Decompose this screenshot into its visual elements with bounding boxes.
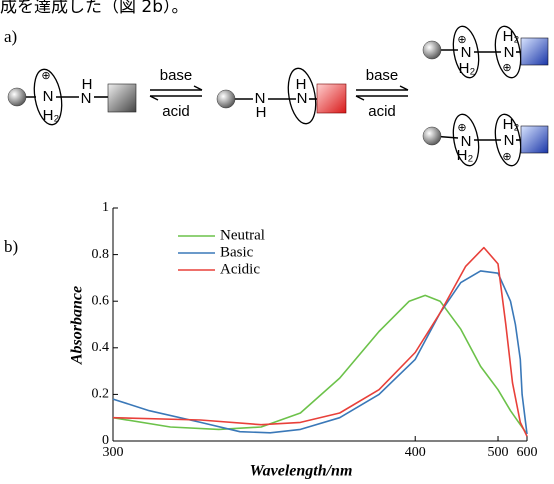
atom-label: N	[81, 90, 92, 107]
atom-label: ⊕	[41, 70, 50, 82]
legend-label: Neutral	[220, 227, 265, 243]
x-axis-title: Wavelength/nm	[250, 463, 353, 480]
atom-label: N	[504, 44, 515, 61]
series-line	[112, 246, 528, 437]
molecule: ⊕ N H₂ H₂ N ⊕	[422, 25, 549, 79]
y-tick-label: 1	[102, 200, 109, 215]
panel-label: a)	[4, 27, 17, 46]
arrow-label: base	[160, 67, 193, 84]
atom-label: ⊕	[457, 122, 466, 134]
atom-label: H	[296, 76, 307, 93]
molecule: N H H N	[216, 67, 347, 125]
atom-label: N	[461, 133, 472, 150]
text-line: 成を達成した（図 2b）。	[0, 0, 189, 17]
equilibrium-arrow: base acid	[355, 67, 409, 120]
y-tick-label: 0.8	[92, 247, 110, 262]
x-tick-label: 600	[517, 445, 538, 460]
arrow-label: acid	[368, 103, 396, 120]
chart: 0 0.2 0.4 0.6 0.8 1 300 400 500 600 NeutralBasicAc…	[92, 200, 538, 460]
atom-label: ⊕	[502, 151, 511, 163]
y-tick-label: 0.2	[92, 387, 110, 402]
atom-label: H₂	[503, 28, 520, 45]
atom-label: H₂	[459, 60, 476, 77]
molecule: ⊕ N H₂ H N	[7, 68, 137, 126]
panel-label: b)	[4, 237, 18, 256]
x-tick-label: 500	[488, 445, 509, 460]
arrow-label: acid	[162, 103, 190, 120]
y-tick-label: 0.4	[92, 340, 110, 355]
x-tick-label: 300	[103, 445, 124, 460]
legend-label: Basic	[220, 244, 254, 260]
atom-label: H₂	[43, 107, 60, 124]
series-line	[112, 294, 528, 435]
y-tick-label: 0	[102, 433, 109, 448]
arrow-label: base	[366, 67, 399, 84]
atom-label: H₂	[503, 116, 520, 133]
atom-label: H	[256, 104, 267, 121]
atom-label: N	[297, 90, 308, 107]
atom-label: ⊕	[457, 34, 466, 46]
atom-label: H	[82, 76, 93, 93]
atom-label: N	[461, 44, 472, 61]
atom-label: ⊕	[502, 62, 511, 74]
legend-label: Acidic	[220, 261, 260, 277]
y-axis-title: Absorbance	[69, 286, 86, 365]
x-tick-label: 400	[405, 445, 426, 460]
molecule: ⊕ N H₂ H₂ N ⊕	[422, 113, 549, 167]
atom-label: H₂	[457, 147, 474, 164]
series-line	[112, 270, 528, 435]
equilibrium-arrow: base acid	[149, 67, 203, 120]
atom-label: N	[504, 132, 515, 149]
y-tick-label: 0.6	[92, 293, 110, 308]
atom-label: N	[255, 90, 266, 107]
atom-label: N	[43, 88, 54, 105]
